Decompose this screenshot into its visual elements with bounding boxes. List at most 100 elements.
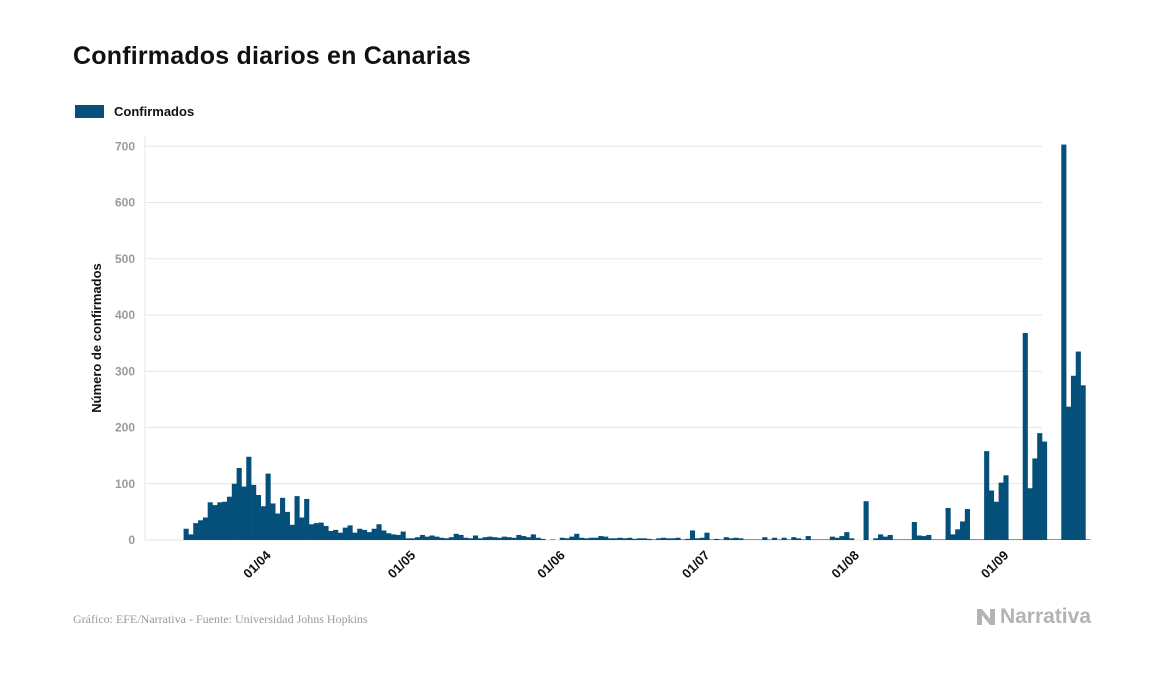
- bar: [641, 538, 647, 540]
- bar: [530, 534, 536, 541]
- bar: [911, 522, 917, 540]
- bar: [593, 537, 599, 540]
- bar: [916, 535, 922, 540]
- bar: [699, 537, 705, 540]
- legend-swatch: [75, 105, 104, 118]
- bar: [1032, 458, 1038, 540]
- x-tick-label: 01/09: [978, 548, 1012, 582]
- bar: [231, 483, 237, 540]
- bar: [333, 529, 339, 541]
- bar: [304, 498, 310, 540]
- bar: [993, 501, 999, 540]
- bar: [661, 537, 667, 540]
- bar: [921, 536, 927, 540]
- x-tick-label: 01/07: [679, 548, 713, 582]
- bar: [1046, 539, 1052, 540]
- y-tick-label: 0: [128, 533, 135, 547]
- bar: [226, 496, 233, 540]
- bar: [564, 538, 570, 540]
- bar: [960, 521, 966, 540]
- bar: [728, 538, 734, 540]
- bar: [1017, 539, 1024, 540]
- brand-logo: Narrativa: [975, 605, 1091, 629]
- bar: [415, 537, 421, 540]
- bar: [757, 539, 763, 540]
- bar: [434, 536, 440, 541]
- y-tick-label: 300: [115, 364, 135, 378]
- bar: [424, 536, 430, 541]
- bar: [362, 529, 368, 541]
- bar: [940, 539, 946, 540]
- bar: [1066, 406, 1072, 540]
- bar: [805, 536, 811, 540]
- bar: [607, 538, 614, 540]
- bar: [202, 517, 208, 540]
- bar: [299, 517, 305, 540]
- bar: [550, 539, 556, 540]
- bar: [313, 523, 319, 541]
- bar: [1027, 488, 1033, 540]
- bar: [1070, 375, 1077, 540]
- bar: [892, 539, 898, 540]
- bar: [241, 486, 247, 540]
- bar: [873, 538, 879, 540]
- y-tick-label: 400: [115, 308, 135, 322]
- bar: [622, 538, 628, 540]
- bar: [516, 534, 522, 540]
- bar: [400, 531, 406, 540]
- bar: [636, 538, 643, 540]
- bar: [468, 538, 474, 540]
- bar: [222, 501, 228, 540]
- bar: [574, 533, 580, 540]
- y-axis-label: Número de confirmados: [89, 263, 104, 413]
- bar: [323, 525, 329, 540]
- bar: [598, 536, 604, 540]
- bar: [776, 539, 782, 540]
- bar: [275, 513, 281, 540]
- bar: [1037, 433, 1043, 541]
- bar: [511, 537, 517, 540]
- bar: [714, 538, 720, 541]
- bar: [453, 533, 459, 540]
- bar: [709, 539, 715, 540]
- bar: [284, 511, 290, 541]
- legend: Confirmados: [75, 104, 194, 119]
- bar: [955, 529, 961, 540]
- bar: [984, 451, 990, 541]
- bar: [969, 539, 975, 540]
- bar: [1042, 441, 1048, 540]
- bar: [771, 537, 778, 540]
- bar: [902, 539, 908, 540]
- bar: [265, 473, 271, 541]
- bar: [255, 495, 262, 540]
- bar: [603, 536, 609, 541]
- bar: [656, 538, 662, 540]
- bar: [747, 539, 753, 540]
- bar: [964, 509, 970, 540]
- bar: [675, 537, 681, 540]
- bar: [405, 538, 411, 540]
- bar: [979, 539, 985, 540]
- y-tick-label: 500: [115, 252, 135, 266]
- bar: [863, 501, 869, 540]
- source-note: Gráfico: EFE/Narrativa - Fuente: Univers…: [73, 612, 368, 626]
- bar: [497, 537, 503, 540]
- bar: [834, 537, 840, 540]
- y-tick-label: 200: [115, 421, 135, 435]
- bar: [390, 534, 397, 541]
- bar: [1080, 385, 1086, 540]
- bar: [612, 538, 618, 540]
- bar: [487, 536, 493, 541]
- bar: [569, 536, 575, 541]
- bar: [974, 539, 980, 540]
- bar: [733, 537, 739, 540]
- bar: [738, 538, 744, 540]
- bar: [1075, 351, 1081, 540]
- bar: [583, 538, 589, 540]
- bar: [463, 537, 469, 540]
- bar: [796, 538, 802, 540]
- bar: [998, 482, 1004, 541]
- bar: [743, 539, 749, 540]
- bar: [559, 537, 565, 540]
- bar: [501, 536, 507, 541]
